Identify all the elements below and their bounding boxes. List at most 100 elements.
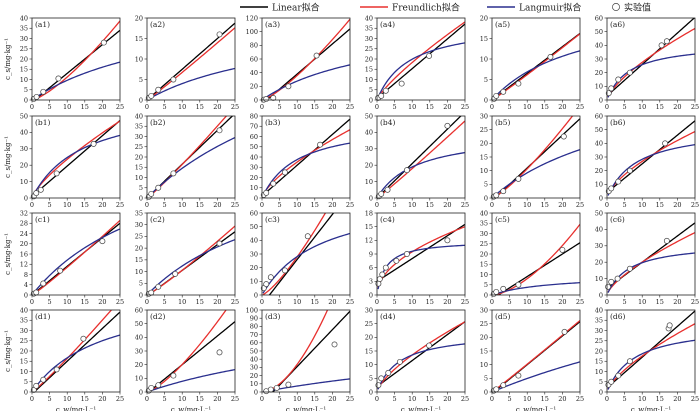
data-point	[378, 92, 385, 99]
x-tick-label: 15	[81, 298, 89, 306]
data-point	[605, 90, 612, 97]
y-tick-label: 40	[480, 209, 488, 217]
x-tick-label: 25	[461, 103, 469, 111]
x-tick-label: 10	[408, 395, 416, 403]
y-tick-label: 20	[595, 259, 603, 267]
panel-label: (c4)	[380, 215, 395, 224]
data-point	[148, 289, 155, 296]
y-tick-label: 30	[365, 35, 373, 43]
y-tick-label: 20	[365, 334, 373, 342]
langmuir-fit-line	[377, 151, 465, 197]
y-tick-label: 20	[250, 174, 258, 182]
y-tick-label: 20	[480, 334, 488, 342]
data-point	[626, 358, 633, 365]
y-tick-label: 10	[135, 174, 143, 182]
x-tick-label: 15	[81, 103, 89, 111]
y-tick-label: 0	[599, 96, 603, 104]
y-tick-label: 30	[135, 133, 143, 141]
linear-fit-line	[377, 321, 465, 387]
fit-lines	[32, 20, 120, 100]
y-tick-label: 35	[480, 220, 488, 228]
panel-frame	[261, 212, 351, 296]
y-tick-label: 40	[365, 14, 373, 22]
y-tick-label: 12	[365, 237, 373, 245]
y-tick-label: 50	[595, 126, 603, 134]
y-tick-label: 30	[480, 112, 488, 120]
panel-frame	[491, 115, 581, 199]
x-tick-label: 10	[523, 201, 531, 209]
x-tick-label: 10	[63, 103, 71, 111]
freundlich-fit-line	[147, 225, 235, 295]
y-tick-label: 70	[250, 331, 258, 339]
data-point	[426, 342, 433, 349]
y-tick-label: 80	[250, 112, 258, 120]
data-point	[403, 251, 410, 257]
data-point	[379, 271, 386, 278]
y-tick-label: 40	[250, 356, 258, 364]
data-point	[285, 381, 292, 388]
x-axis-label: c_w/mg·L⁻¹	[286, 406, 326, 411]
y-tick-label: 35	[20, 25, 28, 33]
y-tick-label: 5	[484, 281, 488, 289]
fit-lines	[607, 222, 695, 293]
freundlich-fit-line	[262, 18, 350, 100]
y-tick-label: 50	[250, 347, 258, 355]
y-tick-label: 5	[139, 280, 143, 288]
x-tick-label: 5	[393, 298, 397, 306]
y-tick-label: 0	[139, 194, 143, 202]
x-tick-label: 15	[81, 201, 89, 209]
y-tick-label: 15	[20, 358, 28, 366]
data-point	[493, 288, 500, 295]
y-tick-label: 40	[595, 42, 603, 50]
freundlich-fit-line	[147, 310, 227, 392]
data-point	[515, 175, 522, 182]
panel-c6: 0 5 10 15 20 25 0 10 20 30 40 50 (c6)	[595, 209, 699, 306]
x-tick-label: 5	[278, 298, 282, 306]
x-tick-label: 0	[490, 103, 494, 111]
panel-d1: 0 5 10 15 20 25 0 5 10 15 20 25 30 35 40 (d1) c_s/mg·kg⁻…	[4, 306, 124, 411]
panel-label: (b4)	[380, 118, 395, 127]
data-point	[663, 237, 670, 244]
data-point	[493, 92, 500, 99]
y-tick-label: 18	[365, 209, 373, 217]
panel-label: (b3)	[265, 118, 280, 127]
freundlich-fit-line	[32, 219, 120, 295]
y-tick-label: 10	[365, 178, 373, 186]
data-point	[40, 376, 47, 383]
y-tick-label: 50	[20, 112, 28, 120]
data-point	[57, 267, 64, 274]
x-tick-label: 25	[231, 395, 239, 403]
y-tick-label: 3	[369, 278, 373, 286]
y-tick-label: 5	[24, 378, 28, 386]
y-tick-label: 12	[20, 261, 28, 269]
data-point	[547, 54, 554, 60]
y-tick-label: 5	[24, 86, 28, 94]
x-tick-label: 0	[30, 201, 34, 209]
data-point	[396, 358, 403, 365]
y-tick-label: 60	[135, 306, 143, 314]
x-axis-label: c_w/mg·L⁻¹	[516, 406, 556, 411]
langmuir-fit-line	[607, 339, 695, 390]
x-tick-label: 25	[691, 103, 699, 111]
x-tick-label: 20	[558, 201, 566, 209]
panel-label: (d2)	[150, 312, 165, 321]
y-tick-label: 10	[480, 361, 488, 369]
y-tick-label: 30	[595, 327, 603, 335]
panel-frame	[31, 115, 121, 199]
x-tick-label: 25	[461, 201, 469, 209]
y-tick-label: 6	[369, 264, 373, 272]
x-tick-label: 25	[231, 298, 239, 306]
y-tick-label: 15	[135, 35, 143, 43]
data-point	[658, 42, 665, 49]
x-tick-label: 25	[116, 298, 124, 306]
panel-label: (a6)	[610, 20, 625, 29]
y-tick-label: 90	[250, 315, 258, 323]
data-point	[559, 246, 566, 253]
x-tick-label: 15	[196, 298, 204, 306]
freundlich-fit-line	[32, 20, 120, 100]
x-tick-label: 5	[393, 395, 397, 403]
y-tick-label: 25	[595, 337, 603, 345]
data-point	[90, 140, 97, 147]
x-tick-label: 10	[523, 103, 531, 111]
